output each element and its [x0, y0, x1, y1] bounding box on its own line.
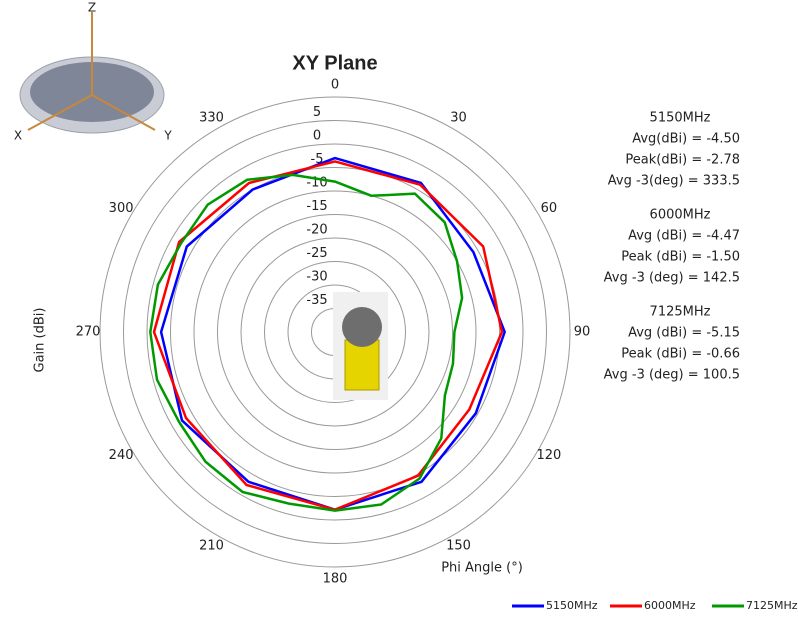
theta-tick-label: 210	[199, 538, 224, 553]
axis-icon: Z X Y	[14, 1, 172, 143]
legend-label: 7125MHz	[746, 599, 798, 612]
annotation-header: 7125MHz	[650, 305, 711, 320]
legend-label: 6000MHz	[644, 599, 696, 612]
legend-label: 5150MHz	[546, 599, 598, 612]
y-axis-label: Gain (dBi)	[33, 308, 48, 373]
r-tick-label: -30	[306, 270, 327, 285]
r-tick-label: -25	[306, 246, 327, 261]
theta-tick-label: 300	[109, 201, 134, 216]
theta-tick-label: 240	[109, 448, 134, 463]
theta-tick-label: 30	[450, 111, 467, 126]
theta-tick-label: 150	[446, 538, 471, 553]
theta-tick-label: 120	[536, 448, 561, 463]
r-tick-label: -15	[306, 199, 327, 214]
annotation-header: 6000MHz	[650, 208, 711, 223]
r-tick-label: 5	[313, 105, 321, 120]
annotation-line: Avg (dBi) = -5.15	[628, 326, 740, 341]
r-tick-label: 0	[313, 129, 321, 144]
annotation-header: 5150MHz	[650, 111, 711, 126]
antenna	[333, 292, 388, 400]
chart: Z X Y XY Plane Gain (dBi) Phi Angle (°) …	[0, 0, 798, 618]
annotation-line: Peak(dBi) = -2.78	[625, 153, 740, 168]
antenna-tip	[342, 307, 382, 347]
x-axis-label: Phi Angle (°)	[441, 561, 523, 576]
theta-tick-label: 180	[323, 572, 348, 587]
theta-tick-label: 0	[331, 78, 339, 93]
annotation-line: Peak (dBi) = -0.66	[621, 347, 740, 362]
theta-tick-label: 330	[199, 111, 224, 126]
annotation-line: Avg -3 (deg) = 142.5	[604, 271, 740, 286]
theta-tick-label: 90	[574, 325, 591, 340]
icon-label: Z	[88, 1, 96, 15]
legend: 5150MHz 6000MHz 7125MHz	[512, 599, 798, 612]
r-tick-label: -20	[306, 223, 327, 238]
annotation-line: Avg(dBi) = -4.50	[632, 132, 740, 147]
annotation-line: Peak (dBi) = -1.50	[621, 250, 740, 265]
theta-tick-label: 60	[541, 201, 558, 216]
annotation-line: Avg -3 (deg) = 100.5	[604, 368, 740, 383]
r-tick-label: -35	[306, 293, 327, 308]
annotation-line: Avg -3(deg) = 333.5	[608, 174, 740, 189]
chart-title: XY Plane	[292, 52, 377, 74]
annotations: 5150MHz Avg(dBi) = -4.50 Peak(dBi) = -2.78…	[604, 111, 740, 383]
series-line	[154, 161, 502, 509]
theta-tick-label: 270	[76, 325, 101, 340]
annotation-line: Avg (dBi) = -4.47	[628, 229, 740, 244]
icon-label: X	[14, 129, 22, 143]
icon-label: Y	[163, 129, 172, 143]
antenna-body	[345, 340, 379, 390]
